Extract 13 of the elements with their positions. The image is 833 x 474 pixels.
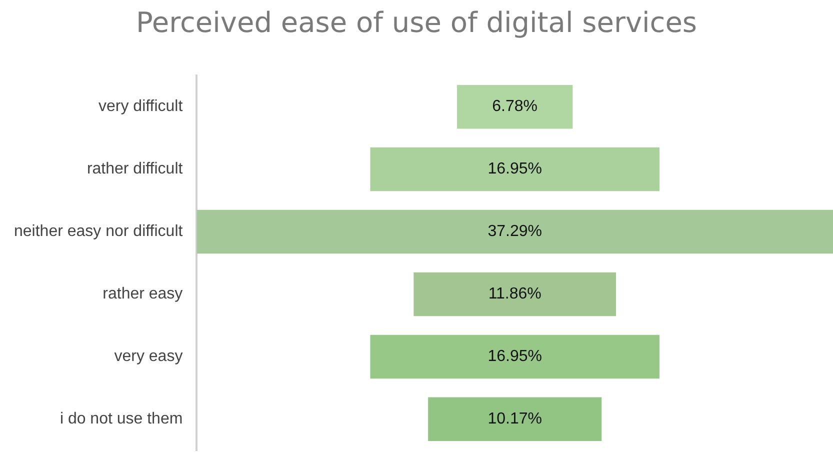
data-label: 11.86% (488, 286, 542, 303)
text: Perceived ease of use of digital services (134, 6, 698, 39)
category-label: very easy (114, 348, 183, 366)
data-label: 10.17% (488, 410, 542, 428)
data-label: 6.78% (492, 98, 538, 116)
category-label: i do not use them (60, 410, 183, 428)
category-label: rather easy (102, 286, 183, 303)
data-label: 37.29% (488, 223, 542, 240)
category-label: neither easy nor difficult (14, 223, 184, 240)
category-label: rather difficult (86, 160, 184, 178)
category-label: very difficult (98, 98, 184, 116)
data-label: 16.95% (488, 348, 542, 366)
data-label: 16.95% (488, 160, 542, 178)
